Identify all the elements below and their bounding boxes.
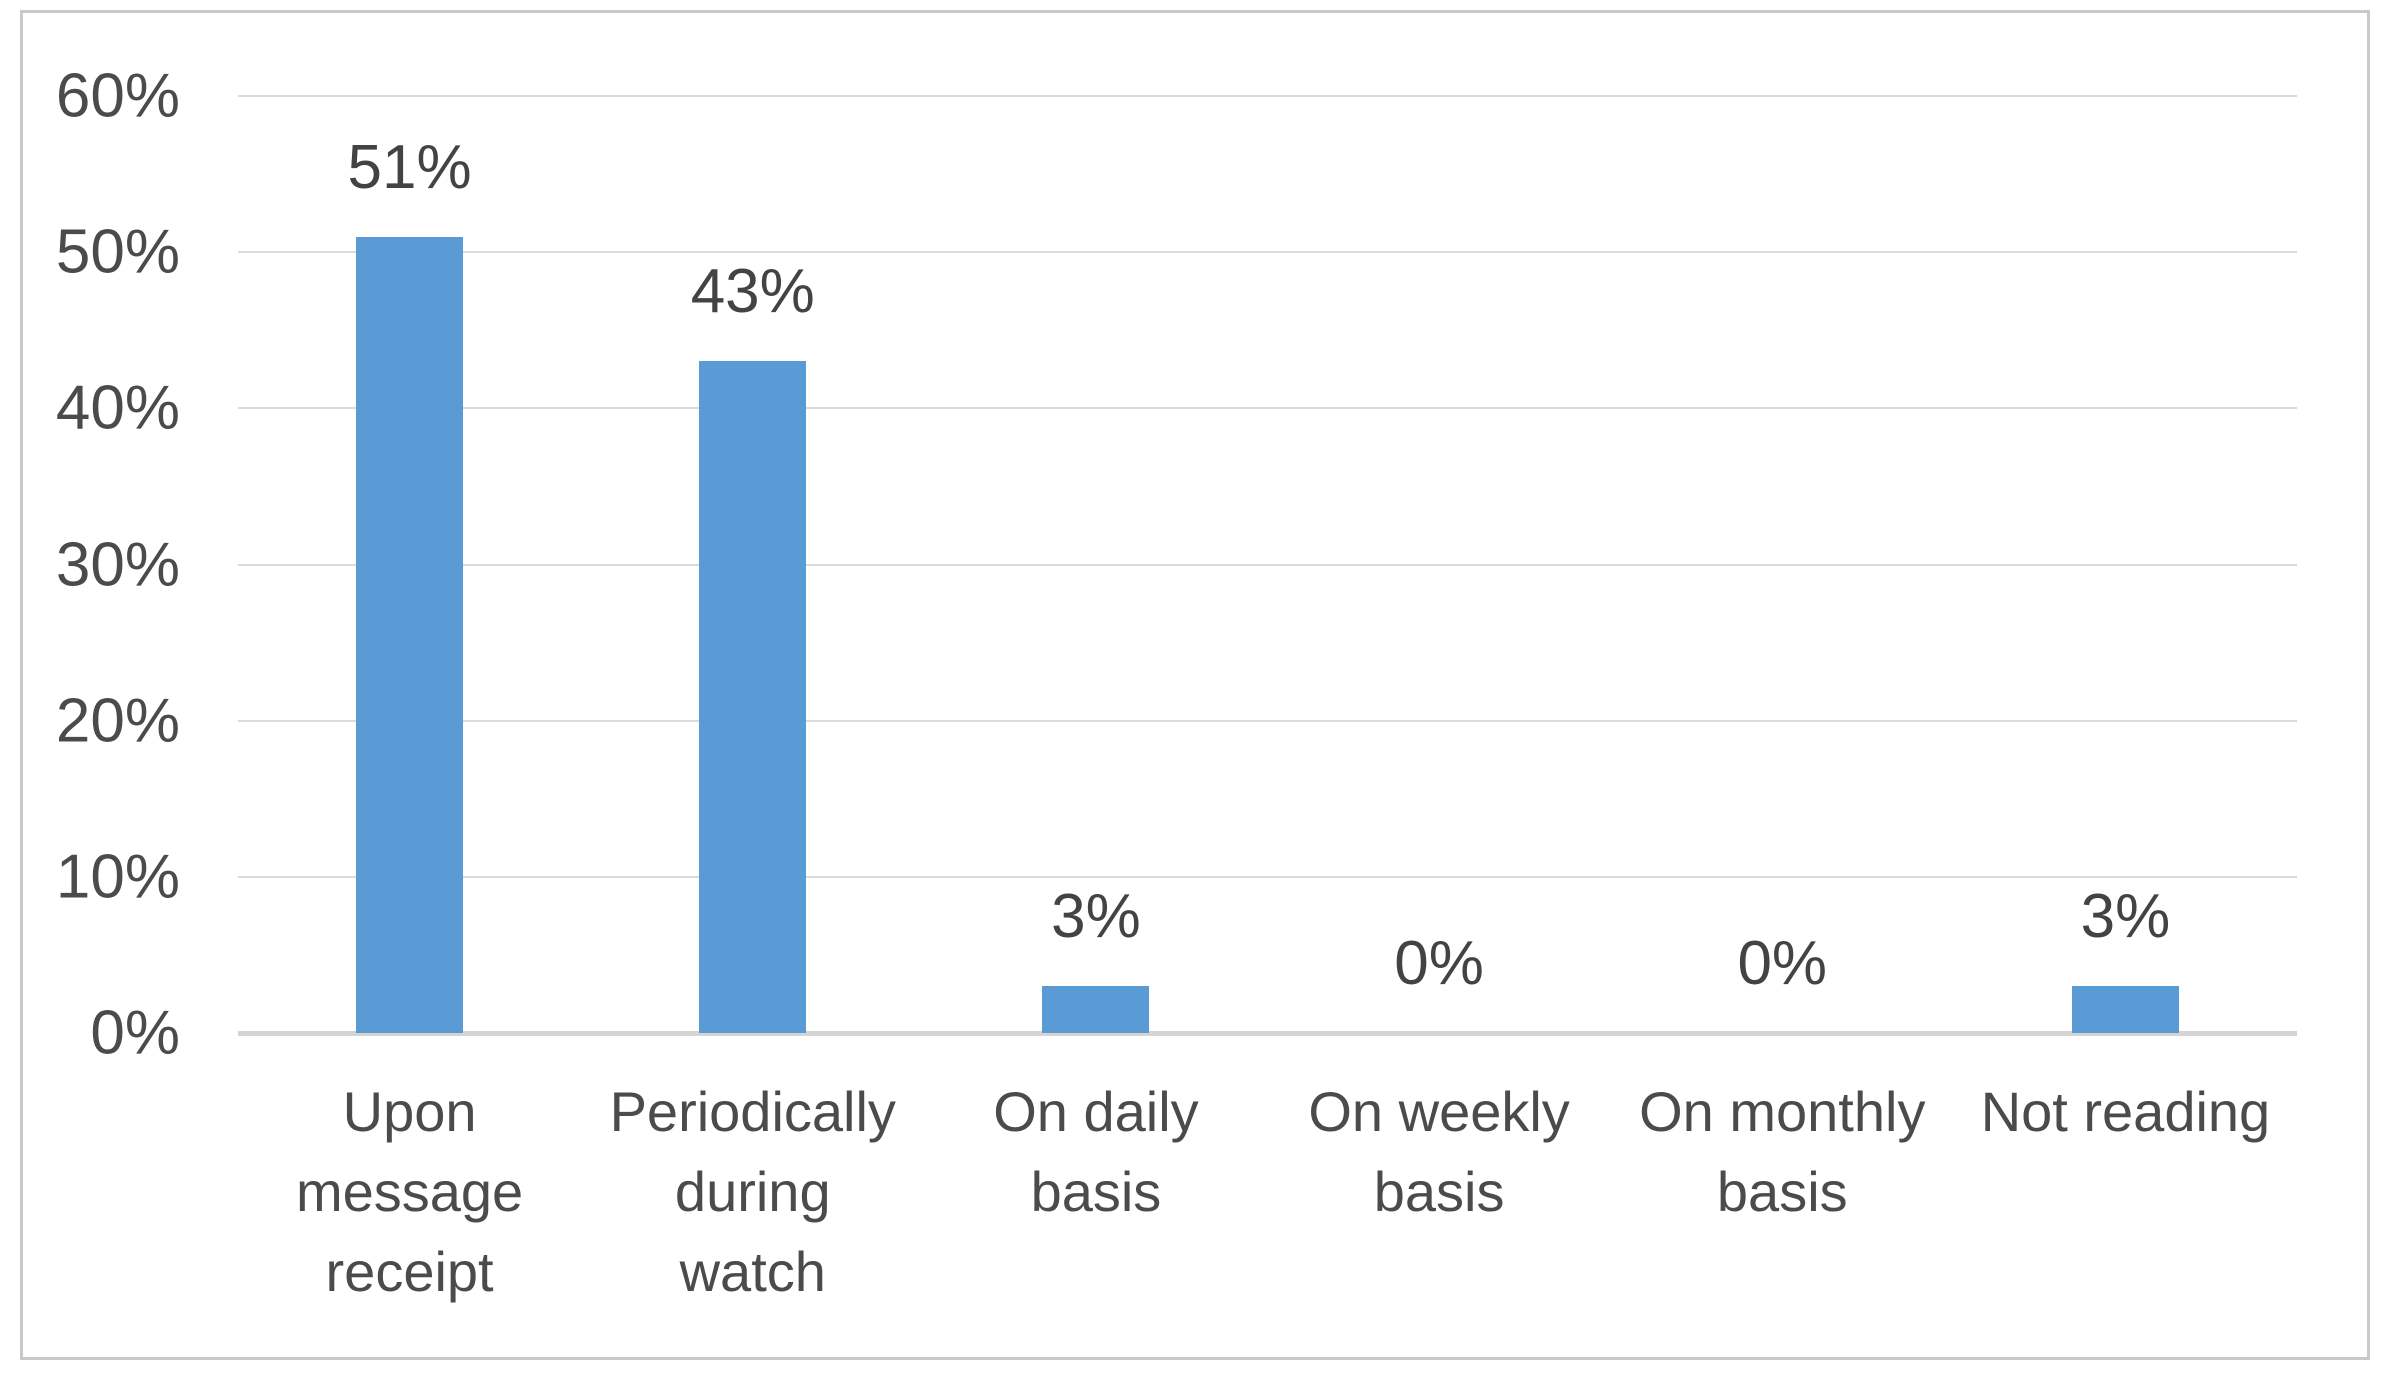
data-label-5: 0% (1737, 929, 1828, 998)
gridline-60 (238, 95, 2297, 97)
y-tick-label-0: 0% (90, 998, 180, 1068)
data-label-1: 51% (347, 132, 472, 202)
bar-6 (2071, 986, 2179, 1033)
category-label-3: On daily basis (993, 1080, 1199, 1224)
bar-3 (1042, 986, 1150, 1033)
data-label-6: 3% (2080, 882, 2171, 952)
y-tick-label-60: 60% (55, 61, 180, 131)
data-label-4: 0% (1394, 929, 1484, 998)
plot-area: 51% 43% 3% 0% 0% 3% (238, 95, 2297, 1036)
bar-1 (356, 236, 464, 1033)
x-axis-category-labels: Upon message receipt Periodically during … (238, 1072, 2297, 1312)
gridline-50 (238, 251, 2297, 254)
y-tick-label-10: 10% (55, 842, 180, 912)
y-tick-label-50: 50% (55, 217, 180, 287)
y-tick-label-20: 20% (55, 686, 180, 756)
gridline-10 (238, 875, 2297, 878)
x-axis-line (238, 1031, 2297, 1036)
data-label-2: 43% (690, 257, 815, 327)
y-tick-label-30: 30% (55, 530, 180, 599)
y-tick-label-40: 40% (55, 373, 180, 443)
gridline-40 (238, 407, 2297, 410)
category-label-4: On weekly basis (1308, 1080, 1570, 1224)
gridline-20 (238, 719, 2297, 722)
category-label-2: Periodically during watch (609, 1080, 896, 1304)
gridline-30 (238, 563, 2297, 566)
category-label-6: Not reading (1980, 1080, 2271, 1143)
data-label-3: 3% (1051, 882, 1141, 952)
bar-2 (699, 361, 807, 1033)
category-label-5: On monthly basis (1639, 1080, 1926, 1224)
category-label-1: Upon message receipt (295, 1080, 524, 1304)
